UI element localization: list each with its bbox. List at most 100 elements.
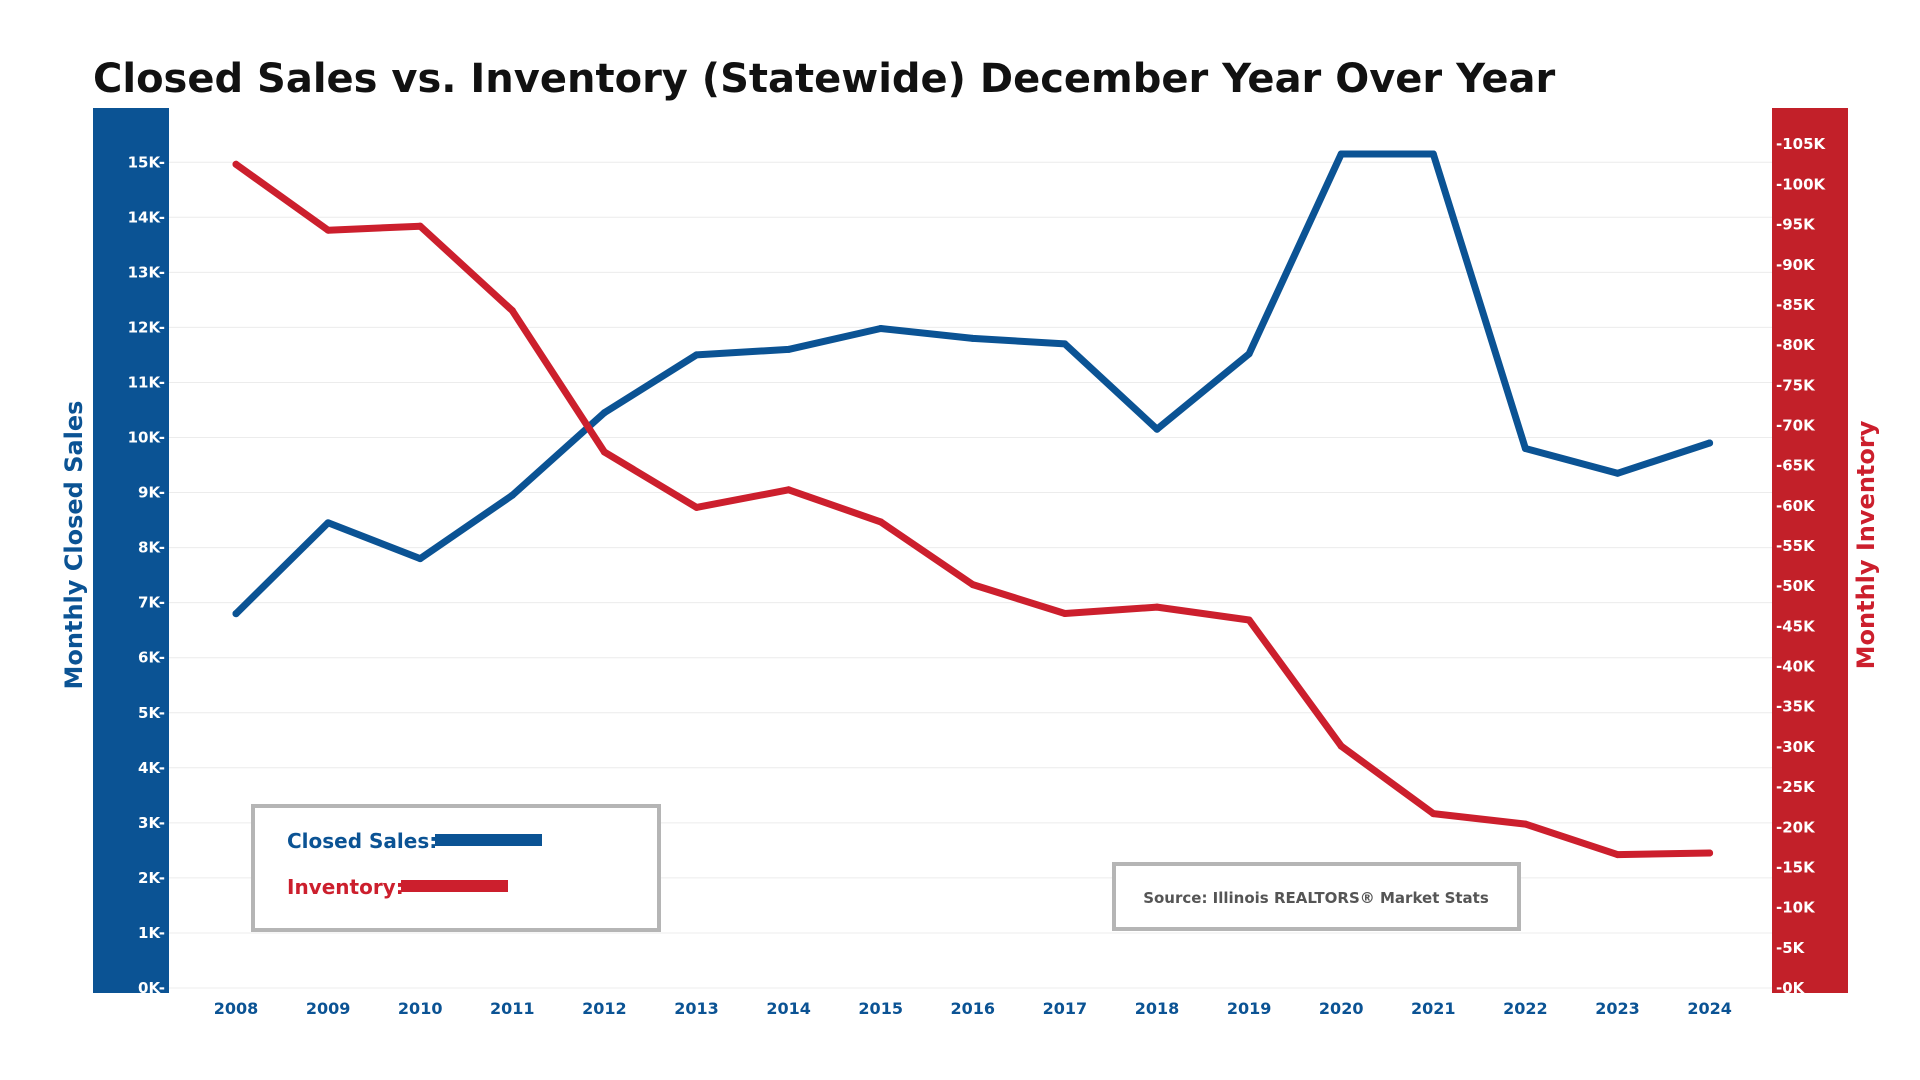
x-tick-label: 2011 — [490, 999, 535, 1018]
right-tick-label: -25K — [1776, 778, 1816, 796]
x-axis-ticks: 2008 2009 2010 2011 2012 2013 2014 2015 2016 2017… — [214, 999, 1732, 1018]
right-tick-label: -0K — [1776, 979, 1806, 997]
x-tick-label: 2010 — [398, 999, 443, 1018]
right-tick-label: -85K — [1776, 296, 1816, 314]
right-tick-label: -80K — [1776, 336, 1816, 354]
left-tick-label: 11K- — [128, 373, 165, 391]
left-tick-label: 14K- — [128, 208, 165, 226]
data-point-inventory — [1521, 820, 1529, 828]
data-point-inventory — [693, 503, 700, 511]
gridlines — [169, 161, 1772, 989]
legend-swatch-closed-sales — [435, 834, 542, 846]
right-tick-label: -105K — [1776, 135, 1827, 153]
left-tick-label: 8K- — [138, 539, 165, 557]
data-point-inventory — [785, 486, 793, 494]
right-tick-label: -20K — [1776, 818, 1816, 836]
data-point-inventory — [508, 307, 516, 315]
right-tick-label: -65K — [1776, 457, 1816, 475]
x-tick-label: 2009 — [306, 999, 351, 1018]
left-tick-label: 0K- — [138, 979, 165, 997]
source-box — [1112, 862, 1521, 931]
left-tick-label: 13K- — [128, 263, 165, 281]
right-axis-ticks: -0K -5K -10K -15K -20K -25K -30K -35K -40K -45K -5… — [1776, 135, 1827, 997]
data-point-inventory — [1706, 849, 1714, 857]
x-tick-label: 2013 — [674, 999, 719, 1018]
x-tick-label: 2012 — [582, 999, 627, 1018]
source-text: Source: Illinois REALTORS® Market Stats — [1143, 889, 1489, 907]
data-point-closed-sales — [1429, 150, 1437, 158]
legend: Closed Sales: Inventory: — [251, 804, 661, 932]
series-lines — [232, 150, 1714, 859]
left-tick-label: 15K- — [128, 153, 165, 171]
data-point-closed-sales — [1706, 439, 1714, 447]
left-tick-label: 3K- — [138, 814, 165, 832]
x-tick-label: 2018 — [1135, 999, 1180, 1018]
data-point-inventory — [416, 222, 424, 230]
data-point-inventory — [324, 226, 332, 234]
left-tick-label: 1K- — [138, 924, 165, 942]
x-tick-label: 2021 — [1411, 999, 1456, 1018]
data-point-inventory — [600, 448, 608, 456]
data-point-inventory — [877, 518, 885, 526]
data-point-closed-sales — [416, 555, 424, 563]
left-axis-title: Monthly Closed Sales — [60, 401, 88, 690]
data-point-closed-sales — [785, 345, 793, 353]
x-tick-label: 2024 — [1687, 999, 1732, 1018]
data-point-closed-sales — [1245, 350, 1253, 358]
right-tick-label: -10K — [1776, 899, 1816, 917]
series-line-closed-sales — [232, 150, 1714, 618]
data-point-inventory — [969, 581, 977, 589]
left-tick-label: 10K- — [128, 429, 165, 447]
x-tick-label: 2022 — [1503, 999, 1548, 1018]
x-tick-label: 2020 — [1319, 999, 1364, 1018]
right-tick-label: -100K — [1776, 175, 1827, 193]
data-point-closed-sales — [1614, 469, 1621, 477]
x-tick-label: 2014 — [766, 999, 811, 1018]
x-tick-label: 2015 — [858, 999, 903, 1018]
right-tick-label: -35K — [1776, 698, 1816, 716]
left-tick-label: 7K- — [138, 594, 165, 612]
left-tick-label: 12K- — [128, 318, 165, 336]
legend-label-closed-sales: Closed Sales: — [287, 829, 437, 853]
data-point-inventory — [1337, 742, 1345, 750]
left-tick-label: 6K- — [138, 649, 165, 667]
right-tick-label: -90K — [1776, 256, 1816, 274]
data-point-inventory — [1061, 610, 1069, 618]
right-tick-label: -55K — [1776, 537, 1816, 555]
data-point-closed-sales — [508, 491, 516, 499]
series-line-inventory — [232, 160, 1714, 859]
left-tick-label: 5K- — [138, 704, 165, 722]
right-axis-title: Monthly Inventory — [1852, 420, 1880, 669]
left-tick-label: 9K- — [138, 484, 165, 502]
data-point-closed-sales — [877, 325, 885, 333]
data-point-closed-sales — [1061, 340, 1069, 348]
data-point-closed-sales — [1337, 150, 1345, 158]
legend-box — [251, 804, 661, 932]
data-point-closed-sales — [693, 351, 700, 359]
source-annotation: Source: Illinois REALTORS® Market Stats — [1112, 862, 1521, 931]
right-tick-label: -95K — [1776, 216, 1816, 234]
legend-label-inventory: Inventory: — [287, 875, 404, 899]
right-tick-label: -5K — [1776, 939, 1806, 957]
right-tick-label: -60K — [1776, 497, 1816, 515]
x-tick-label: 2017 — [1043, 999, 1088, 1018]
right-tick-label: -15K — [1776, 858, 1816, 876]
left-tick-label: 2K- — [138, 869, 165, 887]
left-tick-label: 4K- — [138, 759, 165, 777]
legend-swatch-inventory — [401, 880, 508, 892]
data-point-inventory — [232, 160, 240, 168]
right-tick-label: -30K — [1776, 738, 1816, 756]
data-point-closed-sales — [1153, 425, 1161, 433]
left-axis-ticks: 0K- 1K- 2K- 3K- 4K- 5K- 6K- 7K- 8K- 9K- 10K- 11K- 12… — [128, 153, 165, 997]
right-tick-label: -70K — [1776, 416, 1816, 434]
data-point-inventory — [1245, 616, 1253, 624]
data-point-closed-sales — [600, 409, 608, 417]
x-tick-label: 2016 — [951, 999, 996, 1018]
data-point-closed-sales — [232, 610, 240, 618]
x-tick-label: 2008 — [214, 999, 259, 1018]
data-point-inventory — [1429, 810, 1437, 818]
data-point-closed-sales — [969, 334, 977, 342]
x-tick-label: 2023 — [1595, 999, 1640, 1018]
data-point-closed-sales — [324, 519, 332, 527]
right-tick-label: -50K — [1776, 577, 1816, 595]
